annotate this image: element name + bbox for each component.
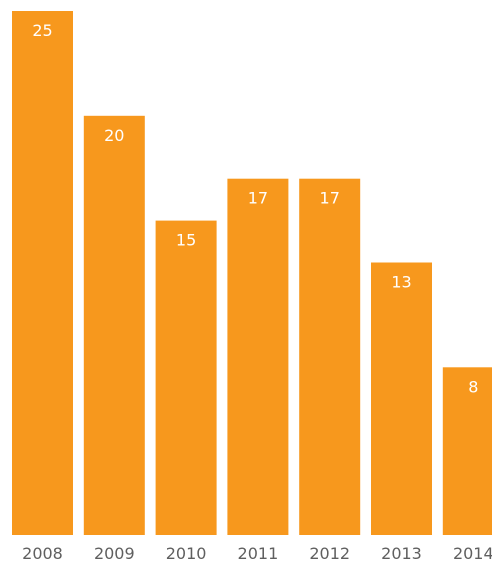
bar-2014 [442, 367, 492, 535]
value-label-2011: 17 [248, 189, 268, 208]
bar-2009 [83, 115, 145, 536]
x-tick-label-2011: 2011 [238, 544, 279, 562]
value-label-2010: 15 [176, 231, 196, 250]
x-tick-label-2013: 2013 [381, 544, 422, 562]
bars-group [12, 11, 492, 536]
x-tick-label-2009: 2009 [94, 544, 135, 562]
value-label-2008: 25 [32, 21, 52, 40]
bar-2011 [227, 178, 289, 535]
value-labels-group: 25 20 15 17 17 13 8 [32, 21, 478, 396]
bar-2013 [371, 262, 432, 535]
bar-2012 [299, 178, 361, 535]
x-tick-label-2008: 2008 [22, 544, 63, 562]
value-label-2012: 17 [320, 189, 340, 208]
x-tick-label-2014: 2014 [453, 544, 492, 562]
x-tick-label-2010: 2010 [166, 544, 207, 562]
value-label-2009: 20 [104, 126, 124, 145]
bar-2010 [155, 220, 217, 535]
bar-2008 [12, 11, 73, 535]
x-axis-tick-labels: 2008 2009 2010 2011 2012 2013 2014 [22, 544, 492, 562]
value-label-2014: 8 [468, 377, 478, 396]
value-label-2013: 13 [391, 273, 411, 292]
x-tick-label-2012: 2012 [309, 544, 350, 562]
